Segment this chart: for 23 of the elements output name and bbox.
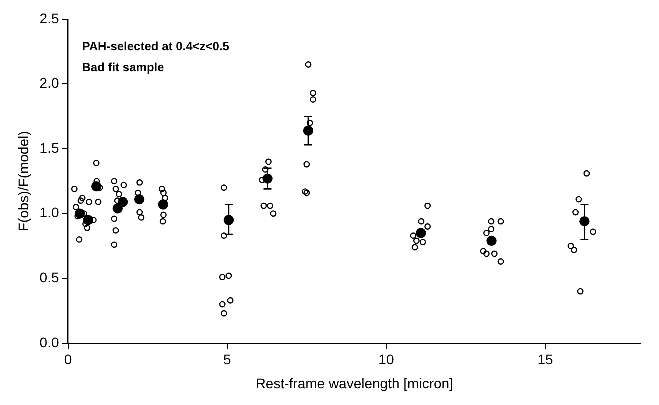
x-tick-label: 0: [64, 352, 72, 368]
point: [486, 236, 497, 246]
point: [91, 181, 102, 192]
x-tick-label: 10: [378, 352, 394, 368]
point: [118, 197, 128, 208]
point: [158, 200, 168, 210]
x-tick-label: 15: [538, 352, 554, 368]
x-tick-label: 5: [223, 352, 232, 368]
y-tick-label: 1.5: [40, 140, 60, 156]
y-tick-label: 2.0: [40, 75, 60, 92]
point: [74, 208, 86, 219]
y-tick-label: 1.0: [40, 204, 60, 221]
annotation: Bad fit sample: [82, 60, 165, 75]
point: [112, 204, 123, 214]
point: [416, 228, 426, 238]
y-tick-label: 0.5: [40, 269, 60, 286]
y-tick-label: 0.0: [40, 334, 60, 350]
x-axis-title: Rest-frame wavelength [micron]: [256, 375, 454, 392]
y-axis-title: F(obs)/F(model): [15, 131, 32, 232]
y-tick-label: 2.5: [40, 10, 60, 26]
point: [134, 194, 145, 205]
annotation: PAH-selected at 0.4<z<0.5: [82, 40, 230, 54]
point: [83, 215, 94, 226]
